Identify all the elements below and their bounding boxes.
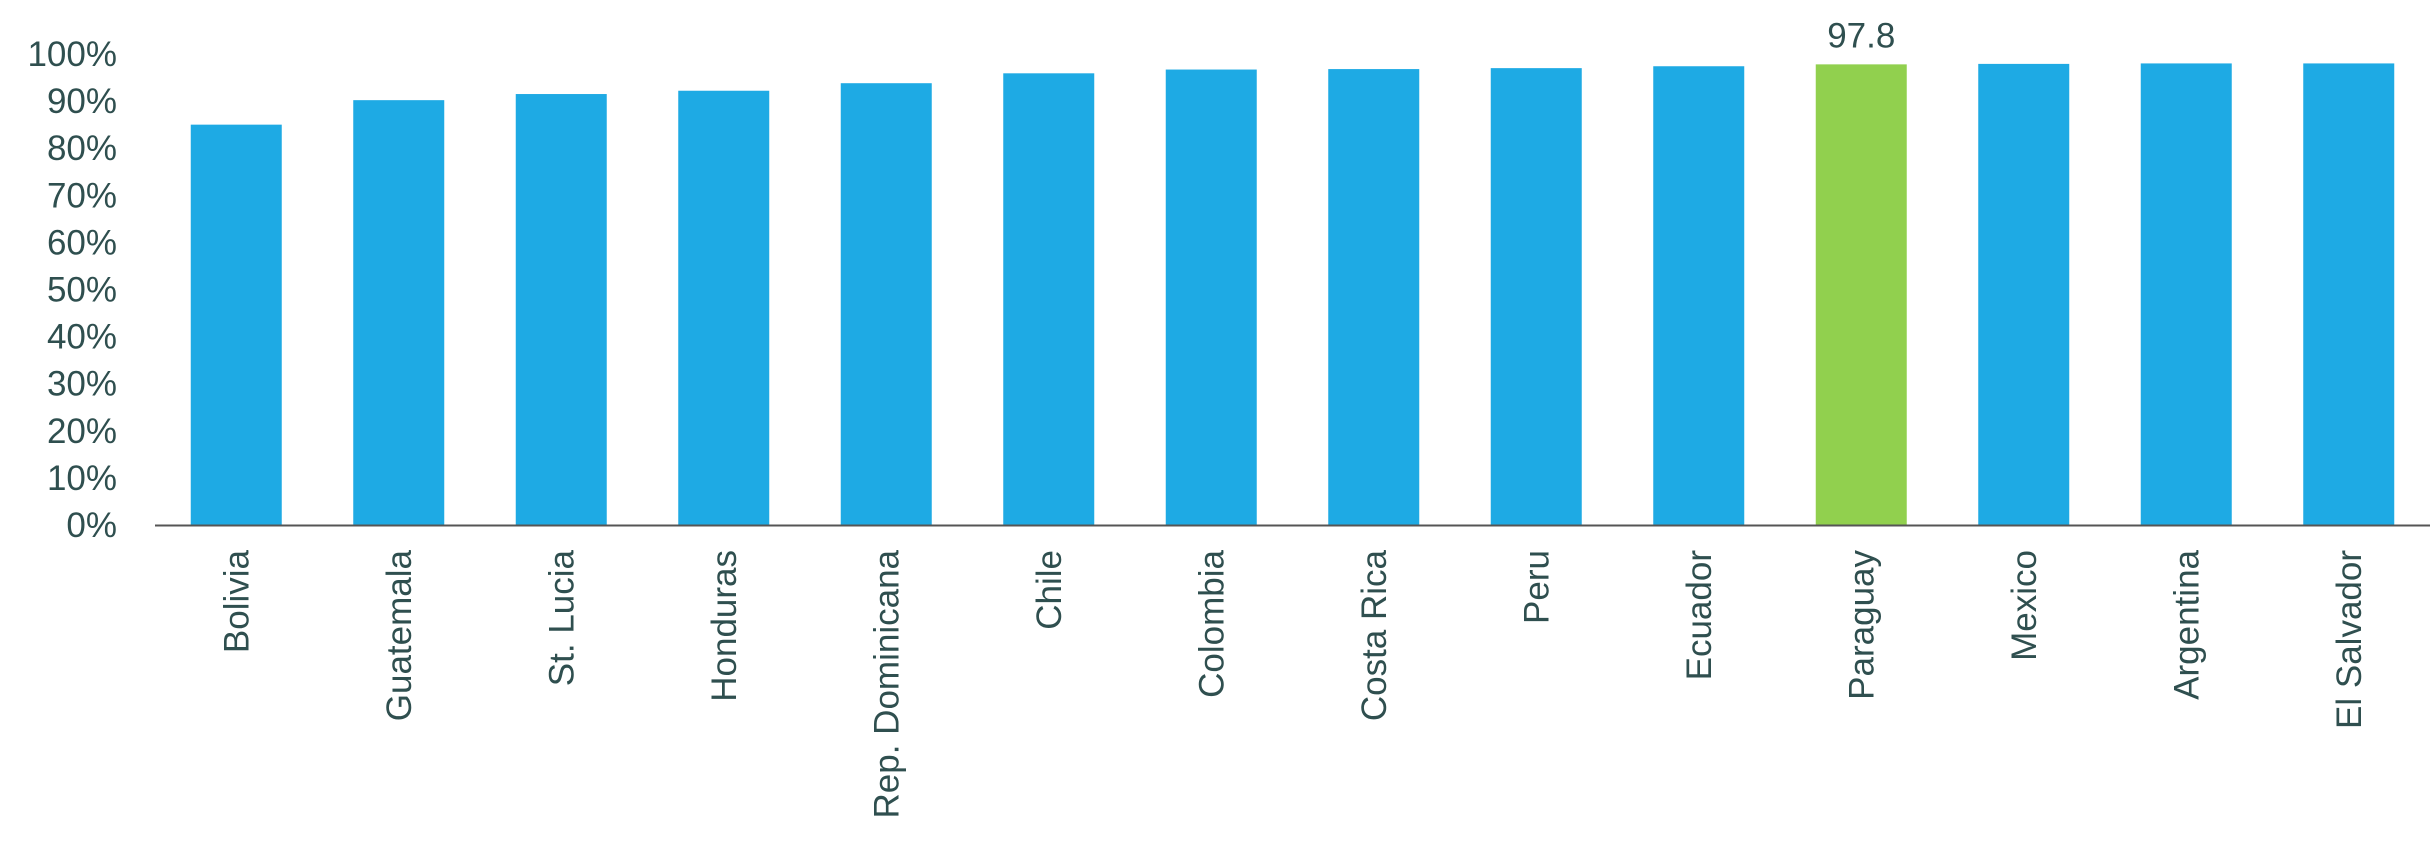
- x-tick-label-mexico: Mexico: [2005, 550, 2044, 661]
- bar-mexico: [1978, 63, 2070, 526]
- x-tick-label-peru: Peru: [1517, 550, 1556, 624]
- bar-st-lucia: [515, 94, 607, 525]
- y-tick-label: 30%: [47, 365, 117, 404]
- bar-guatemala: [353, 100, 445, 526]
- y-tick-label: 50%: [47, 271, 117, 310]
- bar-honduras: [678, 90, 770, 525]
- y-tick-label: 10%: [47, 459, 117, 498]
- x-tick-label-costa-rica: Costa Rica: [1355, 549, 1394, 721]
- y-axis-tick-labels: 0% 10% 20% 30% 40% 50% 60% 70% 80% 90% 100%: [27, 35, 117, 545]
- y-tick-label: 90%: [47, 82, 117, 121]
- bar-paraguay: [1815, 64, 1907, 525]
- bar-peru: [1490, 68, 1582, 525]
- bar-argentina: [2140, 63, 2232, 526]
- bar-chile: [1003, 73, 1095, 525]
- y-tick-label: 60%: [47, 223, 117, 262]
- y-tick-label: 80%: [47, 129, 117, 168]
- x-tick-label-honduras: Honduras: [705, 550, 744, 702]
- x-tick-label-el-salvador: El Salvador: [2330, 550, 2369, 729]
- x-axis-tick-labels: Bolivia Guatemala St. Lucia Honduras Rep. Do…: [217, 549, 2369, 818]
- bar-ecuador: [1653, 66, 1745, 525]
- bar-bolivia: [190, 124, 282, 526]
- y-tick-label: 70%: [47, 176, 117, 215]
- data-labels-group: 97.8: [1827, 16, 1895, 55]
- x-tick-label-paraguay: Paraguay: [1842, 550, 1881, 700]
- x-tick-label-colombia: Colombia: [1192, 549, 1231, 697]
- bar-costa-rica: [1328, 69, 1420, 526]
- bars-group: [190, 63, 2395, 526]
- x-tick-label-ecuador: Ecuador: [1680, 550, 1719, 681]
- y-tick-label: 0%: [66, 506, 117, 545]
- x-tick-label-bolivia: Bolivia: [217, 549, 256, 653]
- bar-rep-dominicana: [840, 83, 932, 526]
- y-tick-label: 20%: [47, 412, 117, 451]
- x-tick-label-chile: Chile: [1030, 550, 1069, 630]
- x-tick-label-rep-dominicana: Rep. Dominicana: [867, 549, 906, 818]
- bar-colombia: [1165, 69, 1257, 525]
- y-tick-label: 100%: [27, 35, 117, 74]
- x-tick-label-st-lucia: St. Lucia: [542, 549, 581, 686]
- x-tick-label-argentina: Argentina: [2167, 549, 2206, 699]
- bar-el-salvador: [2303, 63, 2395, 526]
- x-tick-label-guatemala: Guatemala: [380, 549, 419, 721]
- y-tick-label: 40%: [47, 318, 117, 357]
- data-label-paraguay: 97.8: [1827, 16, 1895, 55]
